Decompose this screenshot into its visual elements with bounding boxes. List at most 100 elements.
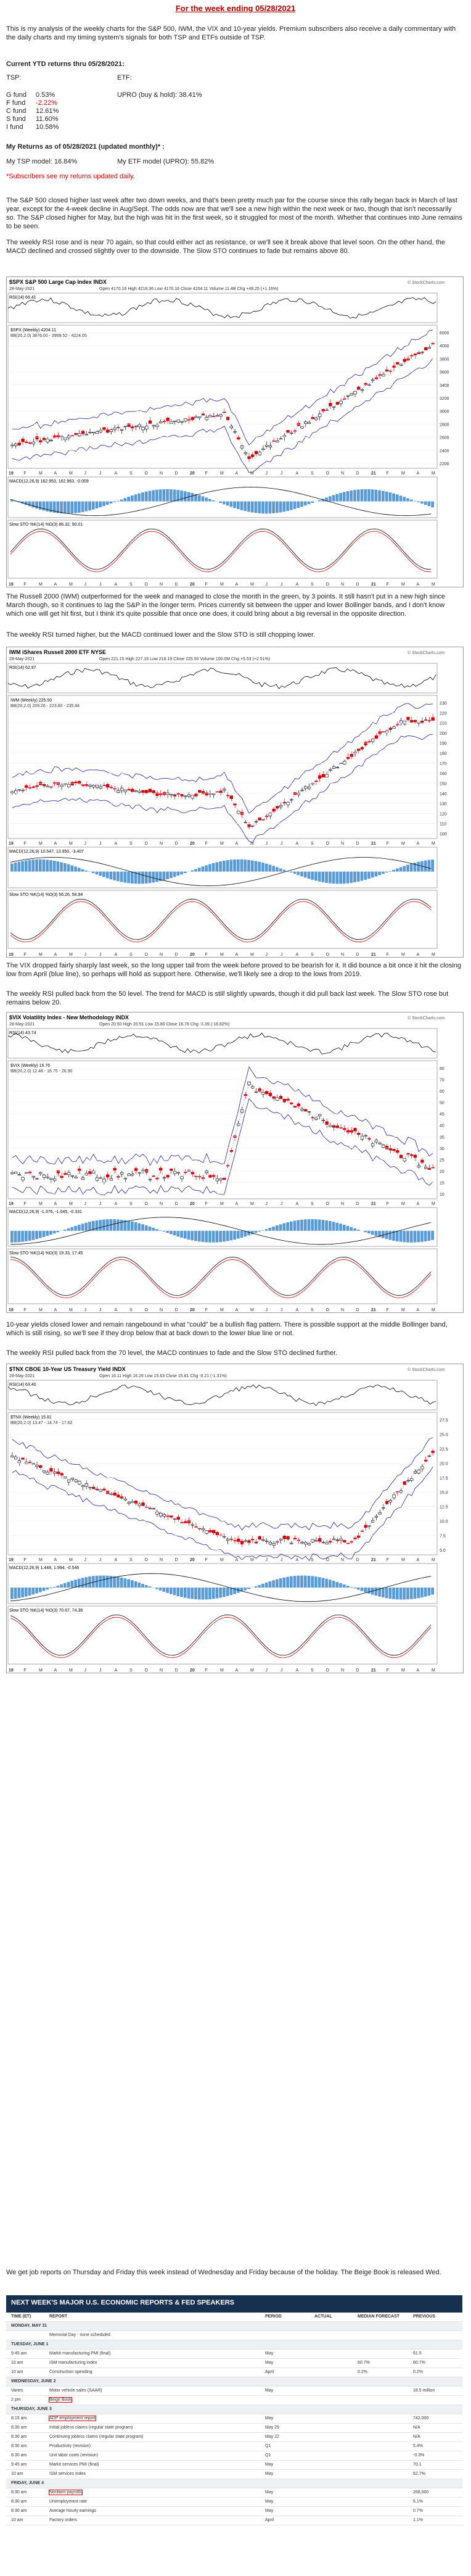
macd-histogram-bar (173, 1230, 176, 1236)
month-label: J (99, 1668, 102, 1673)
calendar-cell-period: Q1 (265, 2453, 271, 2458)
calendar-cell-report: Markit manufacturing PMI (final) (49, 2351, 111, 2356)
macd-histogram-bar (99, 501, 102, 508)
ytd-heading: Current YTD returns thru 05/28/2021: (6, 60, 125, 68)
calendar-cell-report: Beige Book (49, 2397, 72, 2403)
month-label: D (175, 1668, 178, 1673)
month-label: M (432, 1668, 435, 1673)
macd-line (10, 857, 432, 887)
month-label: A (296, 1668, 299, 1673)
calendar-cell-time: 8:15 am (11, 2416, 27, 2421)
price-candle (170, 1169, 173, 1171)
macd-histogram-bar (77, 1578, 81, 1588)
price-candle (357, 1133, 361, 1135)
price-candle (152, 1175, 155, 1177)
macd-histogram-bar (317, 871, 321, 882)
macd-histogram-bar (208, 864, 211, 872)
month-label: F (387, 582, 389, 587)
macd-histogram-bar (424, 501, 427, 505)
price-candle (137, 424, 141, 427)
calendar-row: 8:30 am Productivity (revision) Q1 5.4% (6, 2442, 462, 2451)
price-candle (109, 1178, 113, 1181)
macd-histogram-bar (420, 1588, 424, 1597)
price-candle (413, 354, 417, 355)
macd-histogram-bar (272, 501, 275, 513)
month-label: F (24, 582, 27, 587)
month-label: S (129, 1308, 133, 1312)
price-candle (261, 819, 265, 821)
month-label: 19 (9, 471, 14, 476)
rsi-panel (7, 663, 438, 694)
price-candle (190, 416, 194, 420)
macd-histogram-bar (38, 1588, 42, 1592)
vix-chart-svg: $VIX Volatility Index - New Methodology … (7, 1014, 445, 1312)
macd-histogram-bar (95, 1575, 99, 1588)
macd-histogram-bar (141, 492, 144, 502)
calendar-cell-report: Nonfarm payrolls (49, 2490, 83, 2495)
price-candle (297, 793, 300, 795)
macd-histogram-bar (289, 1221, 293, 1231)
price-candle (70, 782, 75, 785)
price-candle (314, 1117, 318, 1120)
price-candle (113, 428, 117, 430)
sto-k-line (10, 1256, 432, 1296)
month-label: M (401, 842, 405, 846)
month-label: A (417, 471, 420, 476)
macd-histogram-bar (282, 501, 286, 512)
macd-histogram-bar (117, 1219, 120, 1231)
macd-label: MACD(12,26,9) 162.953, 162.963, -0.009 (9, 479, 89, 484)
price-candle (106, 1174, 110, 1178)
macd-histogram-bar (42, 501, 46, 511)
macd-histogram-bar (158, 1588, 162, 1591)
month-label: D (356, 1202, 359, 1206)
calendar-row: 9:45 am Markit services PMI (final) May 70.… (6, 2461, 462, 2470)
month-label: M (220, 1308, 224, 1312)
price-candle (279, 1096, 283, 1099)
macd-histogram-bar (417, 1588, 420, 1599)
calendar-row: 8:30 am Unit labor costs (revision) Q1 -0.3… (6, 2451, 462, 2461)
month-label: J (281, 1558, 283, 1562)
macd-histogram-bar (360, 871, 364, 881)
month-label: 19 (9, 1558, 14, 1562)
month-label: 19 (9, 1202, 14, 1206)
month-label: M (220, 1558, 224, 1562)
macd-histogram-bar (388, 871, 392, 872)
month-label: A (54, 1558, 57, 1562)
price-candle (247, 824, 251, 827)
macd-histogram-bar (205, 865, 208, 872)
calendar-cell-forecast: 0.2% (358, 2370, 367, 2374)
month-label: 20 (190, 1202, 195, 1206)
macd-histogram-bar (67, 864, 70, 872)
macd-histogram-bar (329, 871, 332, 884)
calendar-day: TUESDAY, JUNE 1 (11, 2342, 49, 2346)
page-title: For the week ending 05/28/2021 (175, 4, 296, 13)
month-label: A (236, 842, 239, 846)
macd-histogram-bar (74, 1225, 77, 1231)
macd-histogram-bar (84, 501, 88, 511)
price-candle (396, 362, 399, 365)
month-label: A (115, 1202, 118, 1206)
macd-histogram-bar (219, 501, 222, 503)
rsi-label: RSI(14) 43.74 (9, 1031, 36, 1035)
spx-commentary-2: The weekly RSI rose and is near 70 again… (6, 239, 446, 255)
price-candle (258, 1088, 261, 1092)
price-candle (240, 1541, 244, 1544)
macd-histogram-bar (254, 1230, 258, 1233)
macd-histogram-bar (123, 1578, 127, 1588)
macd-histogram-bar (208, 1230, 211, 1243)
calendar-cell-previous: N/A (413, 2435, 420, 2439)
macd-histogram-bar (208, 1588, 211, 1600)
price-axis-label: 25.0 (440, 1433, 448, 1437)
price-candle (159, 1167, 163, 1171)
macd-histogram-bar (148, 1226, 152, 1231)
macd-histogram-bar (170, 1230, 173, 1235)
price-candle (78, 781, 81, 784)
calendar-cell-report: ISM manufacturing index (49, 2361, 97, 2365)
macd-histogram-bar (244, 1230, 247, 1237)
macd-histogram-bar (300, 1575, 303, 1588)
macd-histogram-bar (219, 1230, 222, 1242)
month-label: F (387, 471, 389, 476)
price-candle (413, 720, 417, 723)
macd-histogram-bar (311, 501, 314, 503)
price-candle (39, 782, 43, 785)
